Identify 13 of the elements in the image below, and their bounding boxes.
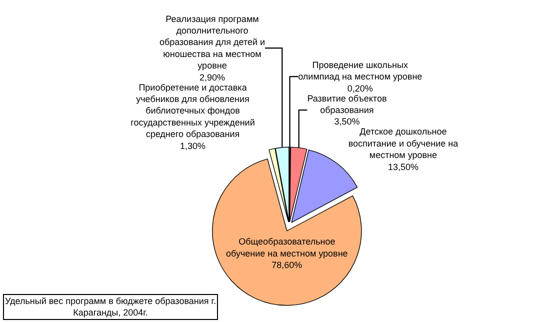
- slice-label: Общеобразовательное обучение на местном уровне: [226, 236, 348, 258]
- text: Удельный вес программ в бюджете образования г. Караганды, 2004г.: [5, 296, 216, 318]
- data-label: 1,30%: [180, 140, 206, 151]
- data-label: 3,50%: [334, 116, 360, 127]
- slice-label: Проведение школьных олимпиад на местном уровне: [298, 60, 422, 82]
- slice-label: Приобретение и доставка учебников для обновления библиотечных фондов государственных учреждений среднего образования: [130, 82, 255, 140]
- data-label: 78,60%: [272, 260, 302, 270]
- slice-label: Детское дошкольное воспитание и обучение на местном уровне: [348, 126, 458, 160]
- slice-label: Развитие объектов образования: [307, 93, 387, 116]
- data-label: 2,90%: [199, 72, 226, 82]
- data-label: 13,50%: [388, 162, 418, 172]
- slice-label: Реализация программ дополнительного образования для детей и юношества на местном уровне: [159, 14, 266, 71]
- data-label: 0,20%: [347, 83, 373, 94]
